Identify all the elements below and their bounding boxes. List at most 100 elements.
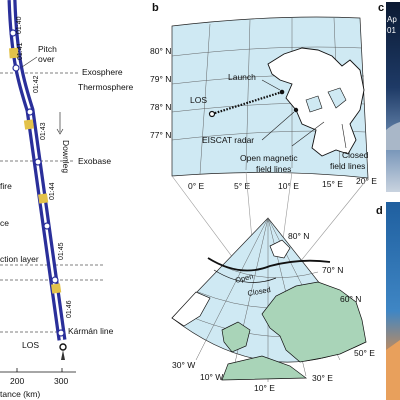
lon-label: 10° E [254, 383, 275, 393]
panel-label-b: b [152, 2, 159, 14]
open-field-label-1: Open magnetic [240, 153, 298, 163]
highlight-segments [9, 47, 62, 294]
earth-limb [386, 122, 400, 150]
pitch-over-label-2: over [38, 54, 55, 64]
graticule-line [221, 265, 319, 278]
field-boundary-thin [213, 269, 277, 283]
rocket-track [211, 90, 283, 116]
panel-label-c: c [378, 2, 384, 14]
time-marker [12, 64, 20, 72]
los-map-label: LOS [190, 95, 207, 105]
panel-label-d: d [376, 205, 383, 217]
lon-label: 5° E [234, 181, 250, 191]
time-label: 01:46 [66, 300, 73, 318]
scandinavia-land [261, 281, 367, 363]
pointer [341, 123, 347, 149]
time-label: 01:42 [33, 75, 40, 93]
pointer [261, 111, 295, 141]
los-tail-icon [61, 350, 65, 360]
greenland-land [171, 291, 211, 327]
lat-label: 80° N [288, 231, 309, 241]
panel-a-trajectory: 01:40 01:41 01:42 01:43 01:44 01:45 01:4… [0, 0, 134, 399]
connector-line [299, 177, 369, 263]
exosphere-label: Exosphere [82, 67, 123, 77]
panel-b-overview-map: Open Closed 80° N 70° N 60° N 50° E 30° … [171, 217, 375, 393]
eiscat-label: EISCAT radar [202, 135, 254, 145]
british-isles-land [221, 321, 251, 353]
downleg-arrow-icon [56, 112, 64, 135]
time-marker [9, 29, 17, 37]
graticule-line [199, 23, 211, 175]
downleg-label: Downleg [61, 140, 71, 173]
time-marker [34, 158, 42, 166]
pointer [291, 121, 325, 147]
panel-c-photo: c Ap 01 [378, 2, 400, 192]
photo-caption-1: Ap [387, 15, 397, 24]
lon-label: 10° E [278, 181, 299, 191]
ionization-layer-label: ction layer [0, 254, 39, 264]
graticule-line [195, 217, 269, 361]
svalbard-small-land [269, 239, 291, 259]
time-marker [26, 108, 34, 116]
time-label: 01:41 [17, 42, 24, 60]
closed-field-label-2: field lines [330, 161, 365, 171]
fire-label: fire [0, 181, 12, 191]
x-axis-label: tance (km) [0, 389, 40, 399]
fjord [305, 95, 323, 113]
lon-label: 0° E [188, 181, 204, 191]
highlight-segment [51, 283, 62, 294]
lon-label: 10° W [200, 372, 223, 382]
lat-label: 77° N [150, 130, 171, 140]
time-marker [51, 276, 59, 284]
launch-point [279, 89, 285, 95]
lat-label: 60° N [340, 294, 361, 304]
open-field-label-2: field lines [256, 164, 291, 174]
lat-label: 79° N [150, 74, 171, 84]
time-marker [43, 222, 51, 230]
trajectory-center [10, 0, 64, 341]
eiscat-point [293, 107, 299, 113]
field-boundary [207, 257, 331, 272]
highlight-segment [38, 193, 49, 204]
map-b-pointers [261, 79, 347, 149]
time-label: 01:44 [49, 182, 56, 200]
los-label: LOS [22, 340, 39, 350]
lat-label: 78° N [150, 102, 171, 112]
connector-line [171, 175, 237, 263]
lon-label: 15° E [322, 179, 343, 189]
x-tick-label: 300 [54, 376, 68, 386]
fjord [327, 87, 347, 109]
los-marker [59, 343, 67, 351]
los-point [208, 110, 216, 118]
photo-caption-2: 01 [387, 26, 396, 35]
pitch-over-pointer [21, 56, 38, 68]
karman-line-label: Kármán line [68, 326, 114, 336]
highlight-segment [9, 47, 19, 59]
lat-label: 80° N [150, 46, 171, 56]
panel-b-map: b Launch LOS E [150, 2, 377, 191]
closed-label: Closed [247, 285, 272, 298]
lon-label: 30° W [172, 360, 195, 370]
pitch-over-label-1: Pitch [38, 44, 57, 54]
time-label: 01:40 [16, 16, 23, 34]
time-label: 01:45 [58, 242, 65, 260]
time-marker [57, 329, 65, 337]
photo-d-glow [386, 340, 400, 400]
exobase-label: Exobase [78, 156, 111, 166]
europe-land [221, 355, 308, 381]
ce-label: ce [0, 218, 9, 228]
launch-label: Launch [228, 72, 256, 82]
time-markers [9, 29, 65, 337]
graticule-line [245, 19, 251, 171]
lat-label: 50° E [354, 348, 375, 358]
graticule-line [171, 46, 363, 57]
pointer [261, 79, 281, 91]
x-tick-label: 200 [10, 376, 24, 386]
lon-label: 30° E [312, 373, 333, 383]
lon-label: 20° E [356, 176, 377, 186]
highlight-segment [23, 119, 35, 130]
closed-field-label-1: Closed [342, 150, 369, 160]
thermosphere-label: Thermosphere [78, 82, 134, 92]
time-label: 01:43 [40, 122, 47, 140]
